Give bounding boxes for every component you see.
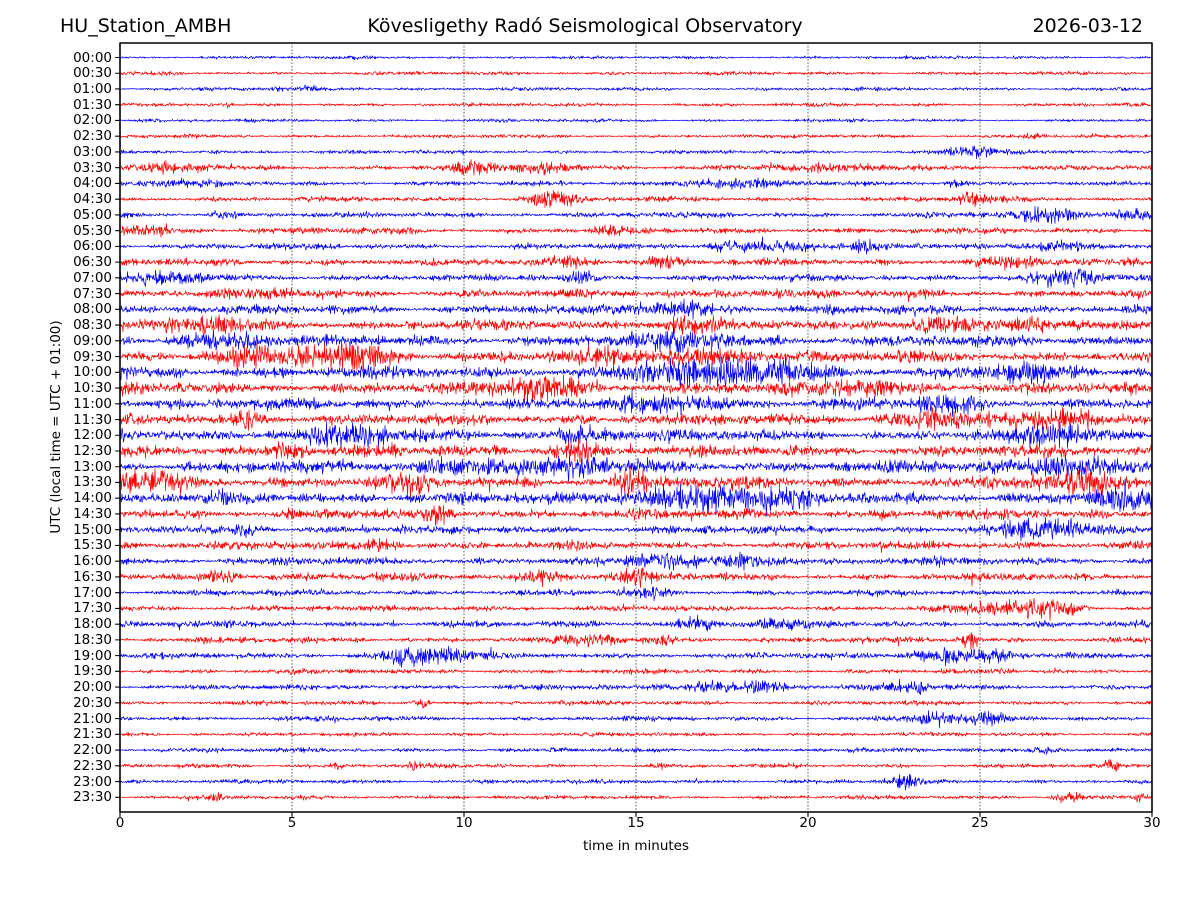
y-tick-label: 11:30 (73, 411, 112, 428)
y-tick-label: 05:30 (73, 222, 112, 239)
y-tick-label: 17:00 (73, 584, 112, 601)
y-tick-label: 04:00 (73, 175, 112, 192)
y-tick-label: 13:00 (73, 458, 112, 475)
y-tick-label: 06:00 (73, 238, 112, 255)
y-tick-label: 11:00 (73, 395, 112, 412)
y-tick-label: 18:30 (73, 631, 112, 648)
x-axis-label: time in minutes (582, 838, 690, 854)
x-tick-label: 5 (287, 815, 297, 831)
y-tick-label: 21:30 (73, 726, 112, 743)
x-tick-label: 20 (799, 815, 817, 831)
y-tick-label: 01:30 (73, 96, 112, 113)
y-tick-label: 08:00 (73, 301, 112, 318)
x-tick-label: 30 (1143, 815, 1161, 831)
y-tick-label: 19:00 (73, 647, 112, 664)
y-tick-label: 03:00 (73, 143, 112, 160)
y-tick-label: 19:30 (73, 663, 112, 680)
x-tick-label: 25 (971, 815, 989, 831)
y-tick-label: 15:30 (73, 537, 112, 554)
y-tick-label: 23:30 (73, 789, 112, 806)
y-tick-label: 01:00 (73, 80, 112, 97)
y-tick-label: 20:00 (73, 679, 112, 696)
x-tick-label: 15 (627, 815, 645, 831)
y-tick-label: 02:00 (73, 112, 112, 129)
y-tick-label: 14:00 (73, 490, 112, 507)
y-tick-label: 10:30 (73, 380, 112, 397)
y-tick-label: 12:00 (73, 427, 112, 444)
y-tick-label: 15:00 (73, 521, 112, 538)
y-tick-label: 08:30 (73, 317, 112, 334)
date-title: 2026-03-12 (1032, 15, 1143, 37)
y-tick-label: 00:00 (73, 49, 112, 66)
station-title: HU_Station_AMBH (60, 15, 232, 37)
y-tick-label: 06:30 (73, 254, 112, 271)
y-tick-label: 05:00 (73, 206, 112, 223)
y-tick-label: 21:00 (73, 710, 112, 727)
x-tick-label: 10 (455, 815, 473, 831)
y-tick-label: 12:30 (73, 443, 112, 459)
y-tick-label: 07:30 (73, 285, 112, 302)
x-tick-label: 0 (115, 815, 125, 831)
y-tick-label: 04:30 (73, 191, 112, 208)
y-tick-label: 20:30 (73, 694, 112, 711)
y-tick-label: 09:00 (73, 332, 112, 349)
y-tick-label: 09:30 (73, 348, 112, 365)
y-tick-label: 00:30 (73, 65, 112, 82)
y-tick-label: 13:30 (73, 474, 112, 491)
y-tick-label: 22:30 (73, 757, 112, 774)
y-tick-label: 10:00 (73, 364, 112, 381)
y-tick-label: 17:30 (73, 600, 112, 617)
y-tick-labels: 00:00 00:30 01:00 01:30 02:00 02:30 03:00 03:30… (0, 0, 112, 900)
observatory-title: Kövesligethy Radó Seismological Observat… (367, 15, 803, 37)
y-tick-label: 02:30 (73, 128, 112, 145)
y-tick-label: 16:00 (73, 553, 112, 570)
y-tick-label: 23:00 (73, 773, 112, 790)
y-tick-label: 18:00 (73, 616, 112, 633)
y-tick-label: 07:00 (73, 269, 112, 286)
y-tick-label: 16:30 (73, 568, 112, 585)
y-tick-label: 22:00 (73, 742, 112, 759)
y-tick-label: 14:30 (73, 505, 112, 522)
y-tick-label: 03:30 (73, 159, 112, 176)
